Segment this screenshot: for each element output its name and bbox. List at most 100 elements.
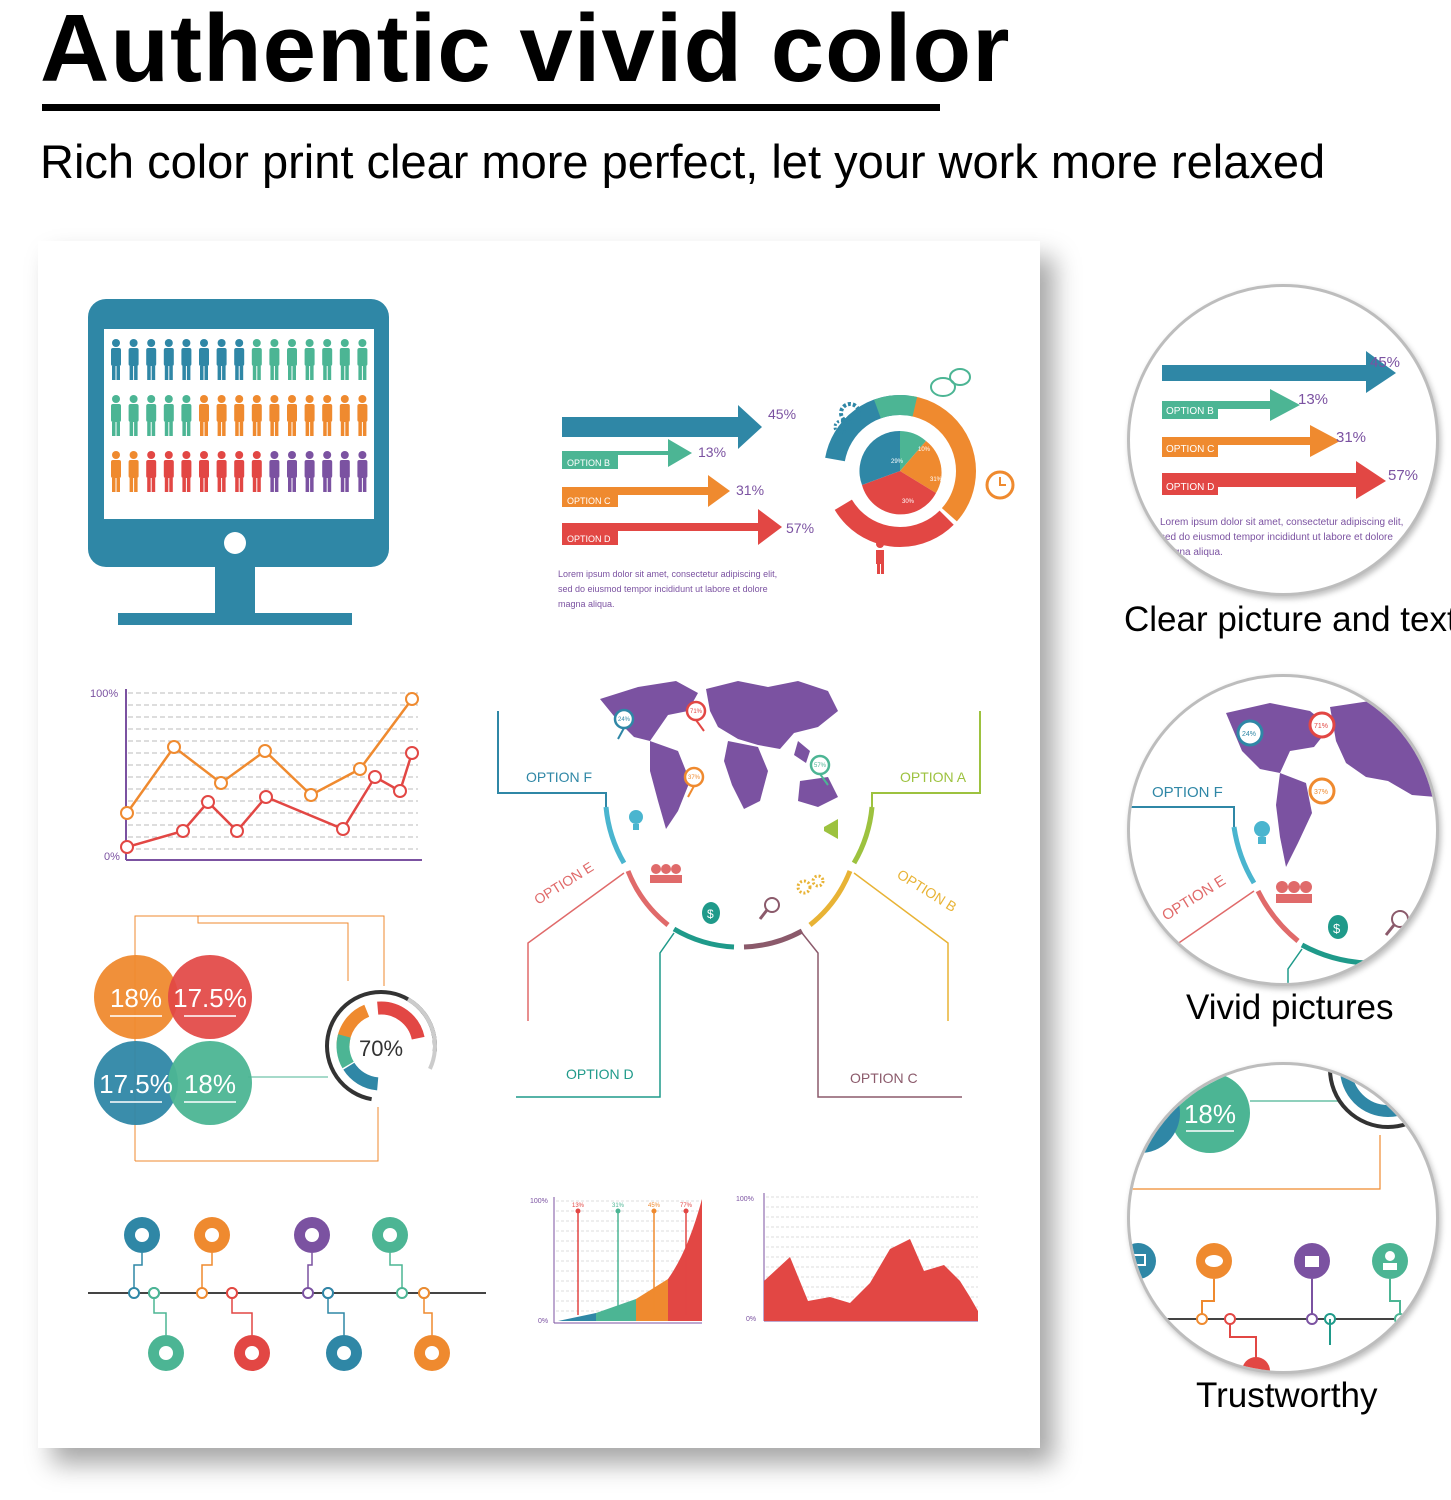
zoom-team-icon — [1276, 881, 1312, 903]
timeline-node — [194, 1217, 238, 1299]
user-icon — [383, 1228, 397, 1242]
line-point — [405, 692, 419, 706]
person-icon — [357, 339, 368, 380]
bar-mark-label: 45% — [648, 1203, 661, 1209]
pie-label-1: 29% — [891, 459, 904, 465]
world-map — [600, 681, 838, 829]
person-icon — [322, 451, 333, 492]
person-icon — [251, 339, 262, 380]
map-pin: 24% — [613, 708, 635, 740]
bar-mark: 31% — [612, 1203, 625, 1315]
zoom-circle-timeline: 18% — [1127, 1062, 1439, 1374]
line-y-bottom-label: 0% — [104, 851, 120, 863]
gear-icon — [159, 1346, 173, 1360]
person-icon — [128, 451, 139, 492]
zoom-timeline-node-1 — [1130, 1243, 1156, 1279]
arrow-bars-infographic: 45% 13% 31% 57% OPTION B OPTION C OPTION… — [558, 405, 814, 609]
zoom-map-pin-2-label: 71% — [1314, 723, 1328, 730]
person-icon — [304, 339, 315, 380]
person-icon — [425, 1346, 439, 1360]
ring-value: 70% — [359, 1036, 403, 1061]
line-point — [230, 824, 244, 838]
mail-icon — [135, 1228, 149, 1242]
timeline-node — [148, 1287, 184, 1371]
line-point — [176, 824, 190, 838]
person-icon — [234, 339, 245, 380]
line-point — [304, 788, 318, 802]
person-icon — [146, 395, 157, 436]
person-icon — [163, 395, 174, 436]
zoom-search-icon — [1384, 910, 1409, 936]
person-icon — [181, 339, 192, 380]
line-point — [120, 840, 134, 854]
pie-label-2: 10% — [918, 447, 931, 453]
person-icon — [269, 395, 280, 436]
line-point — [259, 790, 273, 804]
map-pin-label: 37% — [688, 775, 701, 781]
person-icon — [287, 339, 297, 380]
person-icon — [251, 451, 262, 492]
zoom-timeline-node-3 — [1294, 1243, 1336, 1345]
team-icon — [650, 864, 682, 883]
person-icon — [199, 339, 209, 380]
briefcase-icon — [305, 1228, 319, 1242]
timeline-node — [414, 1287, 450, 1371]
map-option-a: OPTION A — [900, 769, 967, 785]
person-icon — [876, 540, 884, 574]
circle-value-3: 17.5% — [99, 1069, 173, 1099]
person-icon — [199, 395, 209, 436]
zoom-arrow-label-b: OPTION B — [1166, 406, 1214, 417]
circle-value-1: 18% — [110, 983, 162, 1013]
arrow-value-3: 31% — [736, 482, 764, 498]
svg-text:$: $ — [707, 907, 714, 921]
map-pin-label: 57% — [814, 763, 827, 769]
map-pin: 57% — [809, 754, 831, 786]
area-y-top-label: 100% — [736, 1196, 754, 1203]
zoom-user-icon — [1385, 1251, 1395, 1261]
circle-percentages-infographic: 18% 17.5% 17.5% 18% 70% — [94, 915, 437, 1162]
bar-mark: 77% — [680, 1203, 693, 1315]
line-point — [258, 744, 272, 758]
pie-label-4: 30% — [902, 499, 915, 505]
world-map-infographic: 24%71%37%57% OPTION F OPTION A OPTION E … — [497, 681, 981, 1098]
arrow-value-4: 57% — [786, 520, 814, 536]
person-icon — [287, 395, 297, 436]
monitor-icon — [88, 299, 389, 625]
zoom-map-pin-1-label: 24% — [1242, 731, 1256, 738]
lightbulb-icon — [629, 810, 643, 830]
zoom-map-pin-1: 24% — [1236, 719, 1264, 747]
presentation-icon — [245, 1346, 259, 1360]
arrow-caption-2: sed do eiusmod tempor incididunt ut labo… — [558, 584, 768, 594]
person-icon — [287, 451, 297, 492]
bar-y-bottom-label: 0% — [538, 1318, 548, 1325]
zoom-arrow-value-4: 57% — [1388, 467, 1418, 484]
zoom-lightbulb-icon — [1254, 821, 1270, 844]
person-icon — [128, 339, 139, 380]
line-point — [353, 762, 367, 776]
line-point — [120, 806, 134, 820]
arrow-label-d: OPTION D — [567, 534, 611, 544]
person-icon — [357, 395, 368, 436]
zoom-map-option-f: OPTION F — [1152, 784, 1223, 801]
zoom-arrow-value-3: 31% — [1336, 429, 1366, 446]
person-icon — [181, 451, 192, 492]
zoom-arrow-value-1: 45% — [1370, 354, 1400, 371]
megaphone-icon — [824, 819, 838, 839]
line-chart: 100% 0% — [90, 688, 422, 863]
timeline-node — [372, 1217, 430, 1299]
zoom-caption-1: Clear picture and text — [1124, 600, 1451, 639]
person-icon — [163, 451, 174, 492]
people-grid — [111, 339, 368, 492]
zoom-arrow-caption-3: magna aliqua. — [1160, 547, 1223, 558]
person-icon — [357, 451, 368, 492]
zoom-chat-icon — [1205, 1255, 1223, 1267]
red-area-chart: 100% 0% — [736, 1193, 978, 1323]
gear-icon — [833, 402, 861, 435]
person-icon — [322, 395, 333, 436]
zoom-timeline-node-4 — [1372, 1243, 1408, 1325]
chat-bubble-icon — [930, 368, 971, 397]
map-option-c: OPTION C — [850, 1070, 918, 1086]
timeline-node — [226, 1287, 270, 1371]
zoom-circle-arrows: OPTION B OPTION C OPTION D 45% 13% 31% 5… — [1127, 284, 1439, 596]
person-icon — [339, 395, 350, 436]
